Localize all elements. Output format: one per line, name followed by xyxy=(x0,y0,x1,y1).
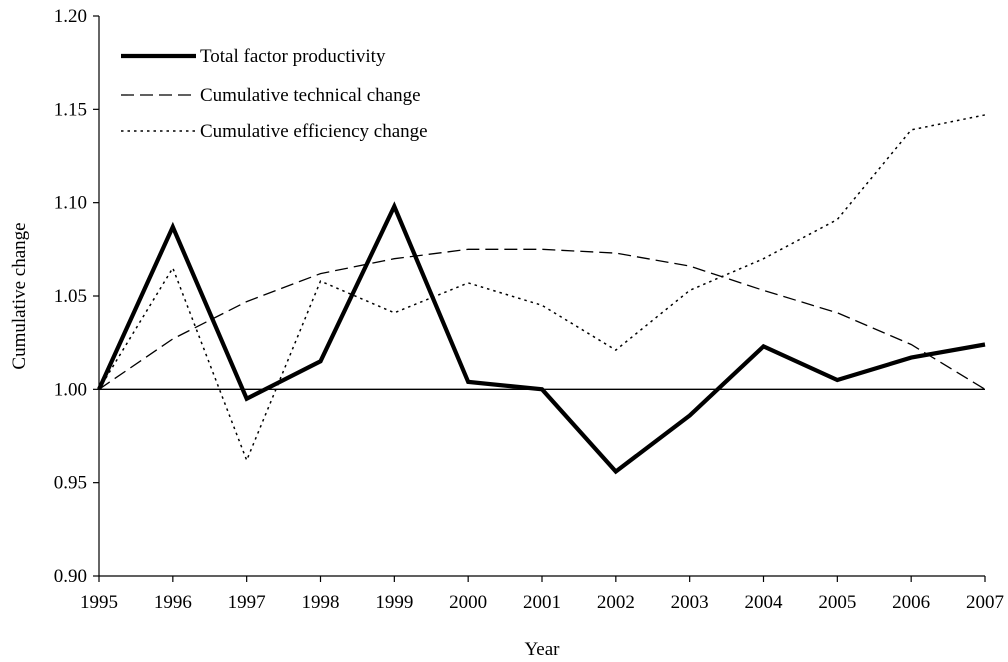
x-tick-label: 1999 xyxy=(375,592,413,613)
series-line-dotted xyxy=(98,114,986,463)
series-line-solid-thick xyxy=(97,201,986,475)
axes: 0.90 0.95 1.00 1.05 1.10 1.15 1.20 1995 1996 1997… xyxy=(54,6,1004,613)
x-tick-label: 2004 xyxy=(745,592,784,613)
y-tick-label: 1.00 xyxy=(54,379,87,400)
y-tick-label: 1.20 xyxy=(54,6,87,27)
x-tick-label: 2001 xyxy=(523,592,561,613)
y-tick-label: 0.90 xyxy=(54,566,87,587)
series-group xyxy=(97,114,986,475)
y-tick-label: 0.95 xyxy=(54,473,87,494)
x-axis-title: Year xyxy=(524,639,560,660)
series-line-dashed xyxy=(98,248,986,390)
y-tick-label: 1.10 xyxy=(54,193,87,214)
legend-label: Cumulative efficiency change xyxy=(200,121,428,142)
legend-label: Total factor productivity xyxy=(200,46,386,67)
x-tick-label: 1995 xyxy=(80,592,118,613)
x-tick-label: 2003 xyxy=(671,592,709,613)
y-tick-label: 1.05 xyxy=(54,286,87,307)
x-tick-label: 1998 xyxy=(302,592,340,613)
legend: Total factor productivity Cumulative tech… xyxy=(121,46,428,142)
legend-label: Cumulative technical change xyxy=(200,85,421,106)
x-tick-label: 2007 xyxy=(966,592,1004,613)
x-tick-label: 2006 xyxy=(892,592,930,613)
x-tick-label: 1997 xyxy=(228,592,266,613)
x-tick-label: 2002 xyxy=(597,592,635,613)
y-tick-label: 1.15 xyxy=(54,99,87,120)
x-tick-label: 2000 xyxy=(449,592,487,613)
x-tick-label: 2005 xyxy=(818,592,856,613)
x-tick-label: 1996 xyxy=(154,592,192,613)
y-axis-title: Cumulative change xyxy=(9,222,30,369)
